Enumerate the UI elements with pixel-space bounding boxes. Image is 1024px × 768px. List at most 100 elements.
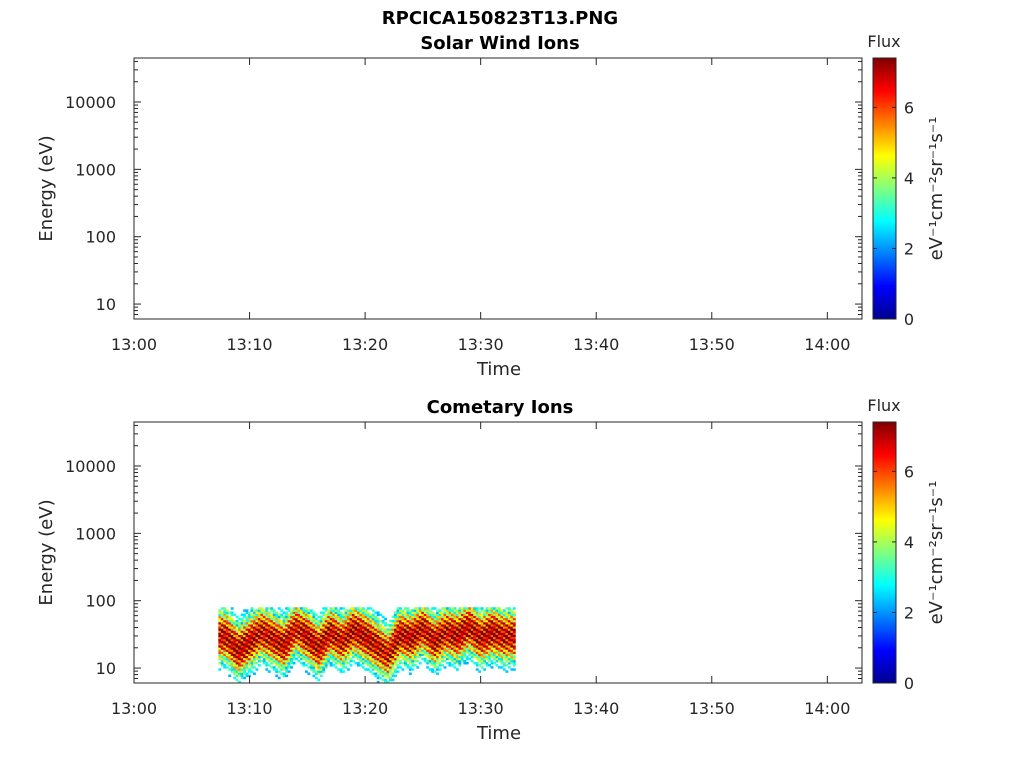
heatmap-cell	[329, 657, 333, 661]
heatmap-cell	[285, 643, 289, 646]
heatmap-cell	[369, 628, 373, 631]
heatmap-cell	[391, 640, 395, 644]
heatmap-cell	[510, 655, 514, 659]
heatmap-cell	[401, 649, 405, 652]
heatmap-cell	[510, 645, 514, 648]
heatmap-cell	[463, 638, 467, 642]
heatmap-cell	[233, 632, 237, 635]
heatmap-cell	[396, 651, 400, 654]
heatmap-cell	[307, 626, 311, 629]
heatmap-cell	[295, 657, 298, 661]
heatmap-cell	[468, 634, 472, 638]
heatmap-cell	[309, 624, 313, 627]
heatmap-cell	[334, 634, 338, 638]
heatmap-cell	[253, 638, 256, 642]
heatmap-cell	[240, 666, 244, 669]
heatmap-cell	[309, 626, 313, 629]
heatmap-cell	[272, 647, 276, 650]
heatmap-cell	[423, 640, 427, 644]
heatmap-cell	[502, 640, 506, 644]
heatmap-cell	[465, 628, 469, 631]
heatmap-cell	[401, 657, 405, 661]
heatmap-cell	[374, 651, 378, 654]
heatmap-cell	[473, 621, 477, 625]
heatmap-cell	[342, 659, 345, 663]
heatmap-cell	[500, 611, 504, 614]
colorbar-title: Flux	[867, 32, 900, 51]
heatmap-cell	[324, 664, 328, 667]
heatmap-cell	[389, 655, 392, 659]
heatmap-cell	[302, 626, 306, 629]
heatmap-cell	[255, 617, 259, 621]
heatmap-cell	[243, 659, 246, 663]
heatmap-cell	[287, 617, 291, 621]
heatmap-cell	[498, 638, 501, 642]
heatmap-cell	[374, 655, 378, 659]
heatmap-cell	[473, 624, 477, 627]
heatmap-cell	[386, 680, 390, 684]
heatmap-cell	[450, 636, 454, 640]
heatmap-cell	[505, 645, 509, 648]
heatmap-cell	[300, 651, 303, 654]
heatmap-cell	[238, 672, 242, 675]
heatmap-cell	[309, 640, 313, 644]
heatmap-cell	[485, 653, 489, 657]
heatmap-cell	[507, 661, 511, 665]
heatmap-cell	[228, 626, 232, 629]
heatmap-cell	[344, 628, 348, 631]
heatmap-cell	[473, 628, 477, 631]
heatmap-cell	[463, 634, 467, 638]
heatmap-cell	[475, 624, 479, 627]
heatmap-cell	[438, 655, 442, 659]
heatmap-cell	[495, 655, 499, 659]
heatmap-cell	[408, 645, 412, 648]
heatmap-cell	[248, 619, 251, 623]
heatmap-cell	[342, 670, 345, 673]
heatmap-cell	[282, 621, 286, 625]
heatmap-cell	[401, 651, 405, 654]
heatmap-cell	[502, 624, 506, 627]
heatmap-cell	[314, 647, 318, 650]
heatmap-cell	[255, 624, 259, 627]
heatmap-cell	[436, 628, 440, 631]
heatmap-cell	[463, 613, 467, 617]
heatmap-cell	[376, 640, 380, 644]
heatmap-cell	[292, 611, 296, 614]
heatmap-cell	[478, 655, 482, 659]
heatmap-cell	[272, 661, 276, 665]
colorbar-tick-label: 4	[904, 533, 914, 552]
heatmap-cell	[349, 649, 353, 652]
heatmap-cell	[396, 630, 400, 633]
heatmap-cell	[450, 638, 454, 642]
heatmap-cell	[379, 613, 383, 617]
heatmap-cell	[359, 617, 363, 621]
heatmap-cell	[371, 636, 375, 640]
heatmap-cell	[369, 624, 373, 627]
heatmap-cell	[272, 621, 276, 625]
heatmap-cell	[423, 647, 427, 650]
colorbar-tick-label: 4	[904, 169, 914, 188]
heatmap-cell	[396, 615, 400, 619]
heatmap-cell	[416, 619, 420, 623]
heatmap-cell	[498, 632, 501, 635]
heatmap-cell	[337, 649, 341, 652]
heatmap-cell	[470, 607, 474, 610]
heatmap-cell	[285, 659, 289, 663]
heatmap-cell	[220, 619, 224, 623]
heatmap-cell	[475, 657, 479, 661]
heatmap-cell	[292, 657, 296, 661]
heatmap-cell	[250, 624, 254, 627]
heatmap-cell	[329, 624, 333, 627]
heatmap-cell	[337, 640, 341, 644]
heatmap-cell	[468, 617, 472, 621]
heatmap-cell	[468, 643, 472, 646]
heatmap-cell	[396, 613, 400, 617]
heatmap-cell	[386, 661, 390, 665]
heatmap-cell	[309, 664, 313, 667]
heatmap-cell	[411, 668, 415, 671]
heatmap-cell	[243, 661, 246, 665]
heatmap-cell	[255, 615, 259, 619]
heatmap-cell	[300, 609, 303, 612]
heatmap-cell	[223, 607, 227, 610]
heatmap-cell	[371, 613, 375, 617]
